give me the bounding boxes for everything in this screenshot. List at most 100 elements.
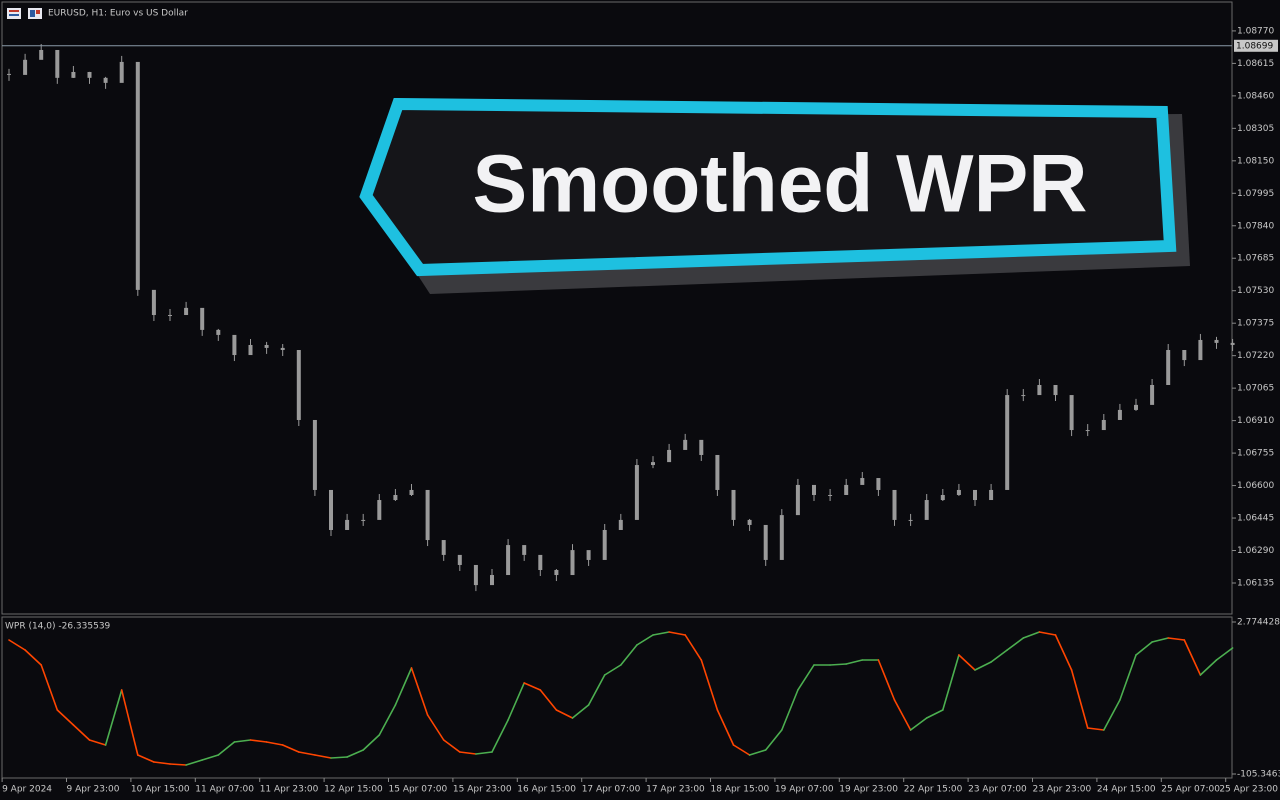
indicator-segment	[1167, 637, 1186, 641]
y-tick-label: 1.06290	[1237, 546, 1274, 556]
indicator-segment	[925, 709, 944, 719]
current-price-label: 1.08699	[1236, 41, 1273, 51]
symbol-icons	[7, 8, 42, 19]
indicator-segment	[909, 717, 928, 731]
indicator-segment	[330, 756, 348, 759]
indicator-segment	[249, 739, 268, 743]
candle	[312, 419, 317, 490]
banner-frame	[359, 97, 1177, 277]
y-tick-label: 1.07375	[1237, 319, 1274, 329]
y-tick-label: 1.07530	[1237, 286, 1274, 296]
candle	[119, 61, 124, 83]
y-tick-label: 1.08305	[1237, 124, 1274, 134]
indicator-segment	[1038, 631, 1057, 636]
x-tick-label: 25 Apr 07:00	[1161, 785, 1220, 795]
y-tick-label: 1.07220	[1237, 351, 1274, 361]
indicator-segment	[893, 699, 912, 731]
candle	[329, 489, 333, 530]
indicator-segment	[1006, 637, 1025, 651]
icon	[36, 10, 40, 14]
indicator-segment	[475, 751, 493, 755]
x-tick-label: 15 Apr 07:00	[389, 785, 448, 795]
indicator-title: WPR (14,0) -26.335539	[5, 622, 111, 632]
indicator-segment	[297, 751, 316, 756]
indicator-segment	[72, 724, 91, 741]
indicator-segment	[201, 754, 220, 761]
x-tick-label: 23 Apr 07:00	[968, 785, 1027, 795]
candle	[634, 465, 639, 520]
indicator-segment	[88, 739, 107, 746]
indicator-segment	[780, 689, 799, 731]
candle	[55, 49, 60, 78]
indicator-segment	[732, 744, 751, 756]
indicator-segment	[523, 682, 542, 691]
indicator-segment	[1135, 641, 1153, 656]
indicator-segment	[491, 719, 509, 753]
indicator-segment	[233, 739, 252, 743]
icon	[7, 8, 21, 19]
x-tick-label: 9 Apr 23:00	[67, 785, 120, 795]
indicator-segment	[829, 663, 848, 666]
indicator-segment	[877, 659, 896, 701]
indicator-segment	[378, 704, 397, 736]
y-tick-label: 1.08615	[1237, 59, 1274, 69]
candle	[1069, 395, 1074, 431]
x-tick-label: 11 Apr 07:00	[195, 785, 254, 795]
candle	[1150, 384, 1155, 405]
indicator-segment	[40, 664, 59, 711]
y-tick-label: 1.07840	[1237, 221, 1274, 231]
indicator-segment	[539, 689, 558, 711]
y-tick-label: -105.3463	[1237, 770, 1280, 780]
y-tick-label: 1.08460	[1237, 91, 1274, 101]
x-tick-label: 17 Apr 23:00	[646, 785, 705, 795]
indicator-segment	[990, 649, 1009, 663]
indicator-segment	[958, 654, 976, 671]
indicator-segment	[1054, 634, 1073, 671]
candle	[779, 515, 784, 560]
x-tick-label: 16 Apr 15:00	[517, 785, 576, 795]
x-tick-label: 23 Apr 23:00	[1033, 785, 1092, 795]
x-tick-label: 12 Apr 15:00	[324, 785, 383, 795]
candle	[473, 564, 478, 586]
indicator-segment	[1151, 637, 1169, 643]
candle	[795, 484, 800, 516]
plot-layer: 1.08770 1.08615 1.08460 1.08305 1.08150 1.079…	[1, 26, 1280, 795]
indicator-segment	[185, 759, 203, 766]
indicator-segment	[1183, 639, 1202, 676]
indicator-segment	[314, 754, 332, 759]
indicator-segment	[1215, 647, 1234, 661]
candle	[1198, 339, 1203, 361]
current-price-box	[1234, 39, 1278, 52]
y-tick-label: 1.06135	[1237, 578, 1274, 588]
price-panel	[1, 1, 1233, 615]
x-tick-label: 19 Apr 23:00	[839, 785, 898, 795]
candle	[570, 550, 575, 576]
y-tick-label: 1.06600	[1237, 481, 1274, 491]
y-tick-label: 1.07065	[1237, 384, 1274, 394]
indicator-segment	[1070, 669, 1089, 729]
x-tick-label: 15 Apr 23:00	[453, 785, 512, 795]
banner-text: Smoothed WPR	[473, 139, 1088, 230]
x-tick-label: 24 Apr 15:00	[1097, 785, 1156, 795]
indicator-segment	[104, 689, 123, 746]
indicator-segment	[507, 682, 526, 721]
candle	[441, 540, 446, 555]
indicator-segment	[619, 644, 638, 666]
indicator-segment	[797, 664, 815, 691]
candle	[377, 500, 382, 520]
banner: Smoothed WPR	[359, 97, 1190, 294]
indicator-segment	[217, 741, 236, 756]
indicator-segment	[700, 659, 719, 711]
indicator-segment	[281, 744, 300, 753]
symbol-title: EURUSD, H1: Euro vs US Dollar	[48, 9, 188, 19]
indicator-segment	[56, 709, 75, 726]
candle	[667, 449, 672, 463]
candle	[715, 454, 720, 490]
indicator-segment	[458, 751, 477, 755]
candle	[892, 489, 897, 520]
y-tick-label: 1.07685	[1237, 254, 1274, 264]
candle	[23, 59, 28, 75]
indicator-segment	[265, 741, 284, 746]
y-tick-label: 1.07995	[1237, 189, 1274, 199]
